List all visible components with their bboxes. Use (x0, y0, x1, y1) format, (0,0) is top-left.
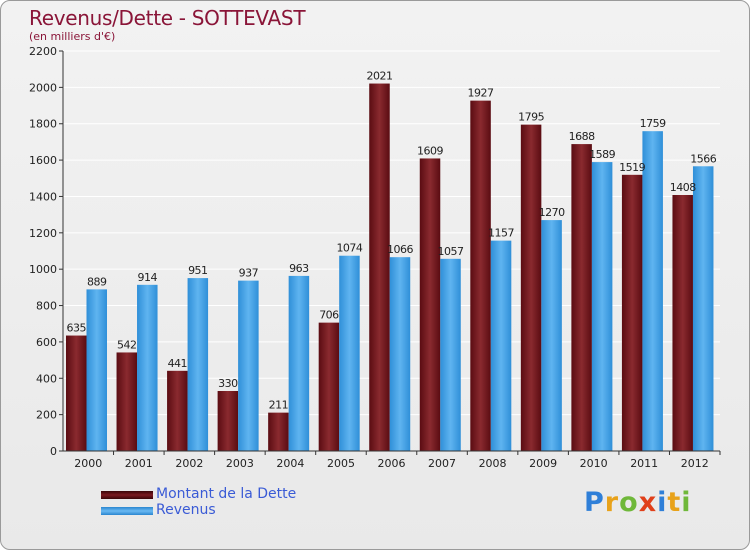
x-tick-label: 2006 (378, 457, 406, 470)
data-label-revenus-2005: 1074 (336, 242, 362, 255)
logo-letter: x (638, 487, 658, 518)
data-label-dette-2008: 1927 (468, 87, 494, 100)
x-tick-label: 2000 (74, 457, 102, 470)
data-label-dette-2010: 1688 (569, 130, 595, 143)
y-tick-label: 2000 (29, 81, 57, 94)
data-label-revenus-2006: 1066 (387, 243, 413, 256)
bar-dette-2003 (217, 391, 239, 451)
x-tick-label: 2008 (479, 457, 507, 470)
bar-revenus-2000 (86, 289, 107, 451)
data-label-dette-2004: 211 (269, 399, 289, 412)
bar-revenus-2008 (490, 240, 512, 451)
legend-label-dette: Montant de la Dette (156, 486, 297, 502)
bar-revenus-2002 (187, 278, 209, 451)
y-tick-label: 1600 (29, 154, 57, 167)
y-tick-label: 600 (36, 336, 57, 349)
y-tick-label: 800 (36, 300, 57, 313)
logo-letter: i (657, 487, 668, 518)
y-tick-label: 1400 (29, 190, 57, 203)
data-label-revenus-2010: 1589 (589, 148, 615, 161)
y-tick-label: 1000 (29, 263, 57, 276)
x-tick-label: 2010 (580, 457, 608, 470)
bar-dette-2005 (318, 322, 340, 451)
logo-letter: t (667, 487, 682, 518)
data-label-revenus-2012: 1566 (690, 152, 716, 165)
data-label-revenus-2008: 1157 (488, 227, 514, 240)
bar-dette-2012 (672, 195, 693, 451)
bar-dette-2000 (66, 335, 87, 451)
bar-dette-2002 (167, 370, 188, 451)
bar-dette-2008 (470, 100, 491, 452)
x-tick-label: 2005 (327, 457, 355, 470)
x-tick-label: 2012 (681, 457, 709, 470)
chart-title: Revenus/Dette - SOTTEVAST (29, 6, 306, 30)
data-label-revenus-2011: 1759 (640, 117, 666, 130)
bar-dette-2009 (520, 124, 542, 452)
bar-revenus-2011 (642, 131, 663, 451)
y-tick-label: 1800 (29, 118, 57, 131)
data-label-dette-2012: 1408 (670, 181, 696, 194)
x-tick-label: 2004 (276, 457, 304, 470)
logo-letter: P (584, 487, 605, 518)
legend-swatch-dette (101, 491, 153, 499)
logo-letter: o (619, 487, 639, 518)
x-tick-label: 2001 (125, 457, 153, 470)
data-label-dette-2009: 1795 (518, 111, 544, 124)
bar-revenus-2001 (137, 284, 158, 451)
bar-revenus-2009 (541, 220, 562, 451)
data-label-dette-2002: 441 (168, 357, 188, 370)
data-label-revenus-2002: 951 (188, 264, 208, 277)
x-tick-label: 2007 (428, 457, 456, 470)
data-label-revenus-2001: 914 (138, 271, 158, 284)
data-label-dette-2006: 2021 (366, 70, 392, 83)
y-tick-label: 0 (50, 445, 57, 458)
bar-dette-2001 (116, 352, 138, 451)
bar-revenus-2003 (238, 280, 259, 451)
data-label-revenus-2000: 889 (87, 275, 107, 288)
bar-revenus-2007 (440, 258, 461, 451)
bar-revenus-2010 (591, 162, 613, 451)
logo-letter: i (681, 487, 692, 518)
data-label-dette-2000: 635 (67, 322, 87, 335)
logo-letter: r (604, 487, 620, 518)
bar-revenus-2005 (339, 255, 360, 451)
data-label-revenus-2003: 937 (239, 267, 259, 280)
data-label-revenus-2004: 963 (289, 262, 309, 275)
y-tick-label: 1200 (29, 227, 57, 240)
proxiti-logo: Proxiti (584, 487, 692, 518)
y-tick-label: 200 (36, 409, 57, 422)
bar-revenus-2004 (288, 275, 310, 451)
y-tick-label: 2200 (29, 45, 57, 58)
data-label-dette-2007: 1609 (417, 144, 443, 157)
bar-dette-2004 (268, 412, 289, 451)
data-label-dette-2003: 330 (218, 377, 238, 390)
chart-subtitle: (en milliers d'€) (29, 30, 116, 43)
data-label-dette-2001: 542 (117, 338, 137, 351)
data-labels: 635 889 542 914 441 951 330 937 211 963 706 1074 202… (67, 70, 718, 412)
y-tick-label: 400 (36, 372, 57, 385)
bar-dette-2006 (369, 83, 390, 451)
bar-dette-2010 (571, 144, 592, 451)
bar-revenus-2012 (692, 166, 714, 452)
x-tick-label: 2003 (226, 457, 254, 470)
data-label-revenus-2009: 1270 (539, 206, 565, 219)
bar-dette-2011 (621, 174, 643, 451)
data-label-dette-2005: 706 (319, 309, 339, 322)
data-label-revenus-2007: 1057 (438, 245, 464, 258)
bar-revenus-2006 (389, 257, 411, 451)
data-label-dette-2011: 1519 (619, 161, 645, 174)
legend-swatch-revenus (101, 507, 153, 515)
bar-dette-2007 (419, 158, 441, 452)
legend-label-revenus: Revenus (156, 502, 216, 518)
axes: 0 200 400 600 800 1000 1200 1400 1600 1800 2000 220… (29, 45, 721, 470)
x-tick-label: 2009 (529, 457, 557, 470)
x-tick-label: 2002 (175, 457, 203, 470)
bars (66, 83, 714, 452)
x-tick-label: 2011 (630, 457, 658, 470)
